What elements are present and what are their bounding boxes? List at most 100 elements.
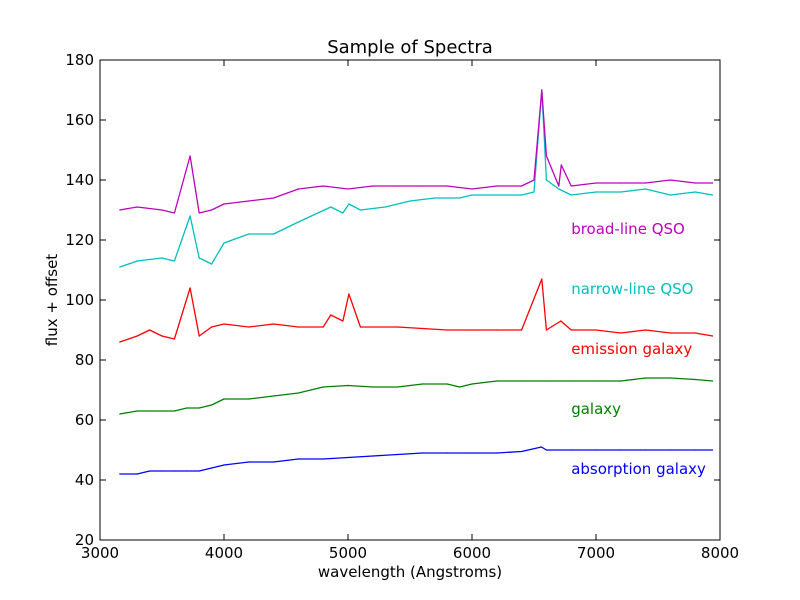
data-point [119,341,121,343]
data-point [372,185,374,187]
series-narrow-line-qso [119,89,714,268]
data-point [446,383,448,385]
data-point [421,452,423,454]
data-point [273,197,275,199]
data-point [446,329,448,331]
y-tick-label: 180 [65,51,94,69]
data-point [189,215,191,217]
data-point [342,212,344,214]
data-point [545,380,548,382]
data-point [570,185,572,187]
data-point [570,329,572,331]
data-point [189,155,191,157]
data-point [421,185,423,187]
data-point [119,413,121,415]
data-point [620,449,622,451]
data-point [322,458,324,460]
series-line [119,377,713,415]
data-point [694,332,696,334]
data-point [273,323,275,325]
data-point [540,446,543,448]
data-point [161,410,163,412]
data-point [173,260,175,262]
data-point [558,185,560,187]
data-point [471,452,473,454]
data-point [198,335,200,337]
data-point [541,89,543,91]
data-point [189,287,191,289]
annotation-label: broad-line QSO [571,220,685,238]
series-line [119,278,713,343]
data-point [434,197,436,199]
data-point [694,182,696,184]
data-point [149,329,151,331]
chart-title: Sample of Spectra [327,37,493,58]
data-point [248,233,250,235]
data-point [248,200,250,202]
series-line [119,89,713,214]
data-point [421,383,423,385]
data-point [347,188,349,190]
data-point [560,320,562,322]
data-point [521,185,523,187]
data-point [273,233,275,235]
data-point [533,179,535,181]
data-point [397,326,399,328]
data-point [570,449,572,451]
y-tick-label: 140 [65,171,94,189]
data-point [149,410,151,412]
data-point [359,209,361,211]
series-emission-galaxy [119,278,714,343]
data-point [223,242,225,244]
data-point [545,155,548,157]
data-point [322,185,324,187]
data-point [342,320,344,322]
data-point [471,383,473,385]
y-tick-label: 160 [65,111,94,129]
data-point [297,392,299,394]
data-point [248,461,250,463]
data-point [595,380,597,382]
data-point [273,395,275,397]
data-point [620,380,622,382]
data-point [521,450,523,453]
y-tick-label: 80 [75,351,94,369]
data-point [712,335,714,337]
data-point [161,257,163,259]
data-point [173,410,175,412]
data-point [149,470,151,472]
data-point [322,386,324,388]
series-absorption-galaxy [119,446,714,475]
data-point [496,185,498,187]
data-point [645,188,647,190]
data-point [496,329,498,331]
data-point [347,456,349,459]
data-point [119,473,121,475]
y-tick-label: 60 [75,411,94,429]
data-point [297,188,299,190]
data-point [645,182,647,184]
data-point [560,164,562,166]
data-point [186,407,188,409]
data-point [211,209,213,211]
data-point [712,380,714,382]
data-point [645,329,647,331]
data-point [322,326,324,328]
y-tick-label: 20 [75,531,94,549]
data-point [694,378,696,381]
data-point [248,326,250,328]
data-point [694,449,696,451]
data-point [348,203,350,205]
data-point [409,200,411,202]
data-point [595,182,597,184]
data-point [545,329,548,331]
x-axis-label: wavelength (Angstroms) [318,563,502,581]
data-point [570,380,572,382]
data-point [521,194,523,196]
annotation-layer: broad-line QSO narrow-line QSO emission ga… [571,220,706,478]
data-point [297,326,299,328]
data-point [223,464,225,466]
data-point [645,449,647,451]
data-point [471,194,473,196]
